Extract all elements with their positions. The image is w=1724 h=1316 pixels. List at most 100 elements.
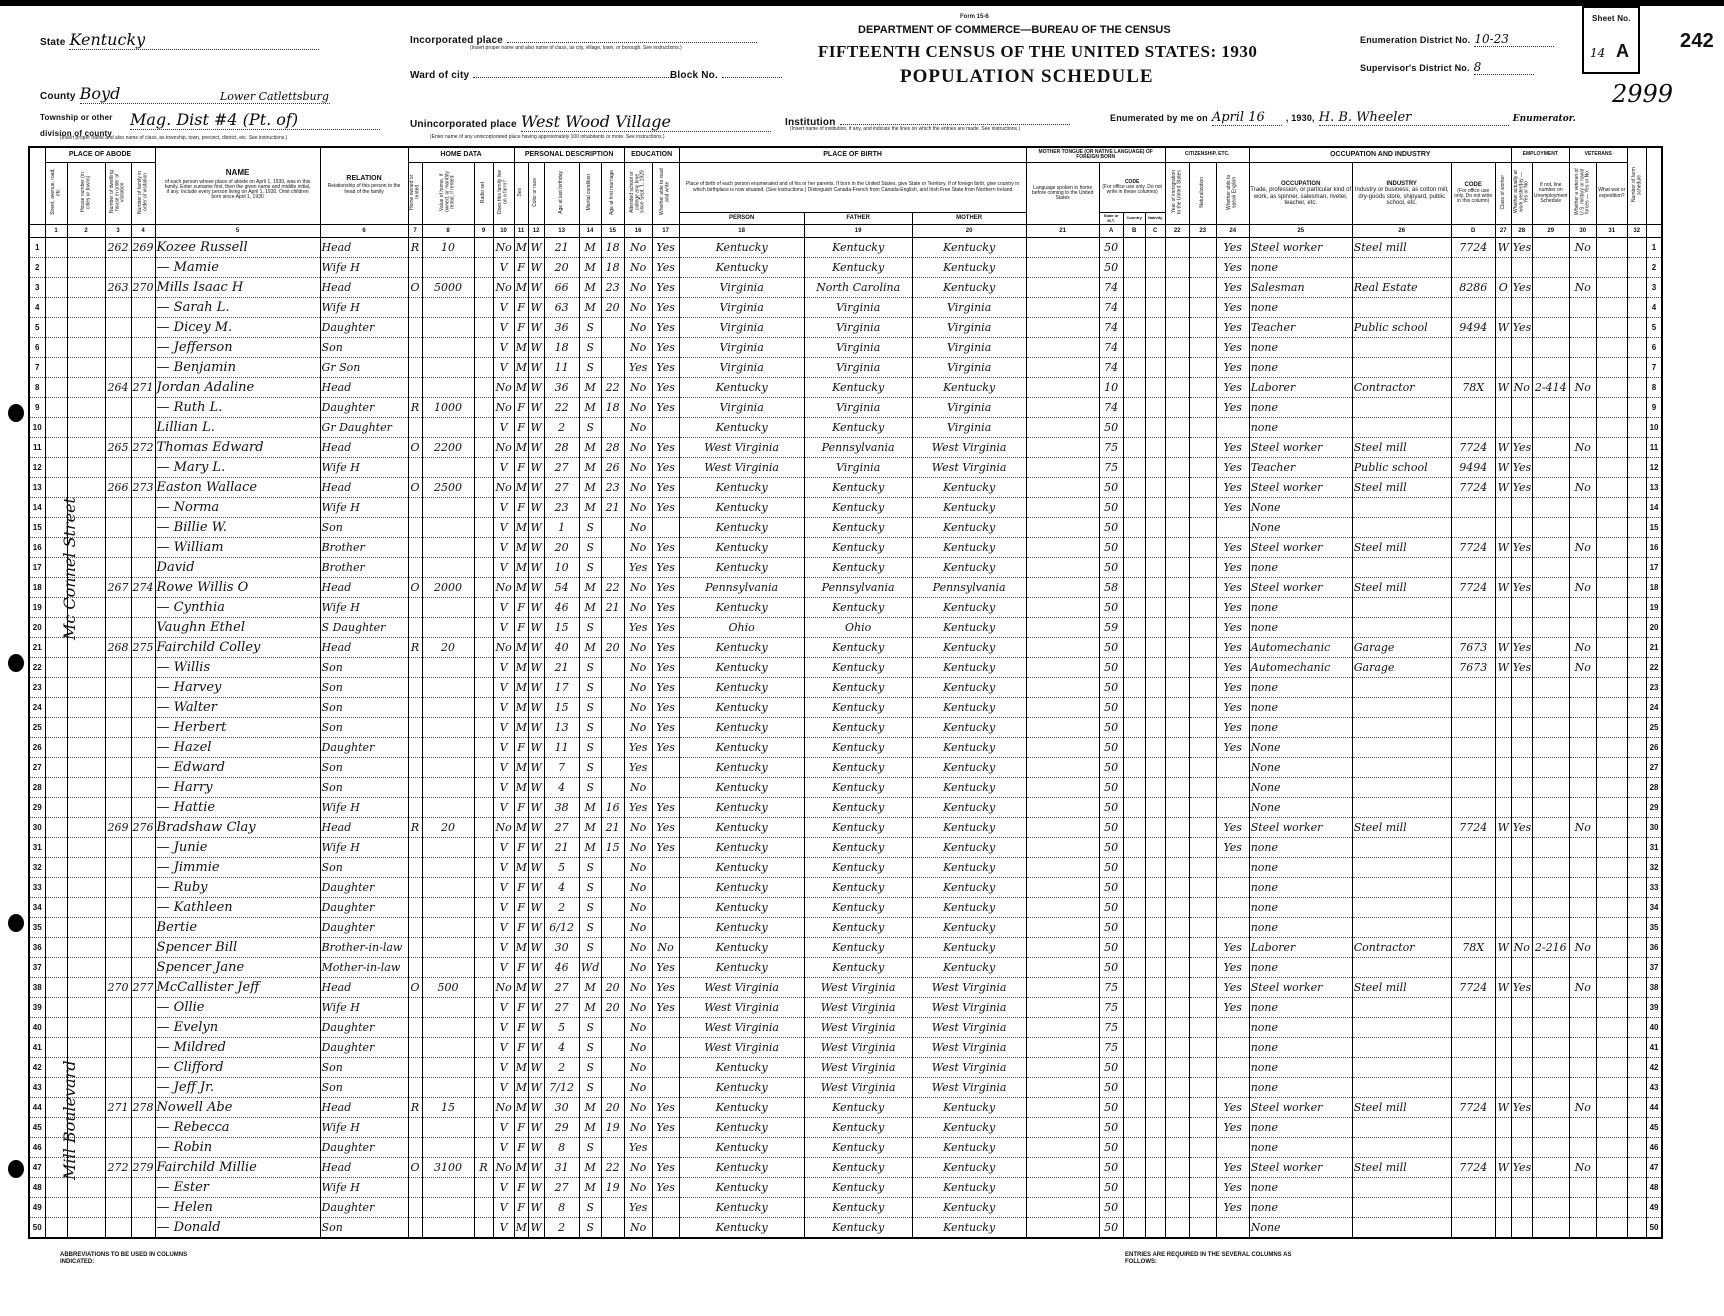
marital-condition-cell: M xyxy=(578,277,602,298)
house-number-cell xyxy=(66,377,106,398)
street-cell xyxy=(44,797,68,818)
immigration-year-cell xyxy=(1164,617,1190,638)
war-cell xyxy=(1595,737,1628,758)
relation-cell: Son xyxy=(319,717,409,738)
speaks-english-cell: Yes xyxy=(1215,977,1250,998)
street-cell xyxy=(44,757,68,778)
radio-set-cell xyxy=(473,717,494,738)
state-value: Kentucky xyxy=(69,30,320,50)
family-number-cell xyxy=(130,1197,156,1218)
table-row: 4— Sarah L. Wife H V F W 63 M 20 No Yes Virginia Vi… xyxy=(28,297,1663,318)
read-write-cell: Yes xyxy=(651,957,680,978)
naturalization-cell xyxy=(1188,637,1217,658)
dwelling-number-cell: 272 xyxy=(104,1157,132,1178)
mother-tongue-cell xyxy=(1025,237,1100,258)
attended-school-cell: No xyxy=(623,417,653,438)
race-cell: W xyxy=(527,817,545,838)
name-cell: — Donald xyxy=(154,1217,321,1239)
home-value-cell xyxy=(421,877,475,898)
sex-cell: F xyxy=(513,1177,529,1198)
sex-cell: M xyxy=(513,757,529,778)
line-number-right-cell: 14 xyxy=(1645,497,1663,518)
code-b-cell xyxy=(1122,737,1146,758)
street-cell xyxy=(44,297,68,318)
read-write-cell xyxy=(651,1017,680,1038)
occupation-code-cell: 78X xyxy=(1450,937,1496,958)
street-cell xyxy=(44,1217,68,1239)
immigration-year-cell xyxy=(1164,477,1190,498)
occupation-cell: none xyxy=(1248,337,1353,358)
radio-set-cell xyxy=(473,317,494,338)
family-number-cell xyxy=(130,597,156,618)
race-cell: W xyxy=(527,237,545,258)
read-write-cell: Yes xyxy=(651,837,680,858)
birthplace-father-cell: Kentucky xyxy=(803,497,913,518)
code-c-cell xyxy=(1144,337,1166,358)
birthplace-mother-cell: Kentucky xyxy=(911,857,1027,878)
relation-cell: Daughter xyxy=(319,317,409,338)
age-cell: 2 xyxy=(543,1217,580,1239)
code-a-cell: 50 xyxy=(1098,1197,1124,1218)
read-write-cell xyxy=(651,777,680,798)
birthplace-mother-cell: West Virginia xyxy=(911,1057,1027,1078)
industry-cell xyxy=(1351,757,1452,778)
house-number-cell xyxy=(66,257,106,278)
class-of-worker-cell: W xyxy=(1494,237,1512,258)
war-cell xyxy=(1595,317,1628,338)
column-number: 32 xyxy=(1626,224,1647,238)
occupation-code-cell xyxy=(1450,957,1496,978)
mother-tongue-cell xyxy=(1025,717,1100,738)
occupation-cell: Steel worker xyxy=(1248,477,1353,498)
class-of-worker-cell: W xyxy=(1494,817,1512,838)
birthplace-father-cell: Kentucky xyxy=(803,697,913,718)
farm-schedule-cell xyxy=(1626,417,1647,438)
birthplace-person-cell: Kentucky xyxy=(678,917,805,938)
at-work-cell: Yes xyxy=(1510,237,1533,258)
line-number-cell: 19 xyxy=(28,597,46,618)
speaks-english-cell xyxy=(1215,1057,1250,1078)
occupation-code-cell: 8286 xyxy=(1450,277,1496,298)
line-number-right-cell: 33 xyxy=(1645,877,1663,898)
code-c-cell xyxy=(1144,477,1166,498)
war-cell xyxy=(1595,757,1628,778)
relation-cell: Wife H xyxy=(319,837,409,858)
farm-cell: V xyxy=(492,617,515,638)
birthplace-mother-cell: Kentucky xyxy=(911,637,1027,658)
at-work-cell: Yes xyxy=(1510,277,1533,298)
name-cell: — Harvey xyxy=(154,677,321,698)
unemployment-line-cell xyxy=(1531,417,1570,438)
radio-set-cell xyxy=(473,277,494,298)
race-cell: W xyxy=(527,277,545,298)
relation-cell: Head xyxy=(319,1157,409,1178)
birthplace-father-cell: Kentucky xyxy=(803,637,913,658)
naturalization-cell xyxy=(1188,737,1217,758)
speaks-english-cell: Yes xyxy=(1215,577,1250,598)
birthplace-person-cell: Kentucky xyxy=(678,817,805,838)
table-row: 30 269 276 Bradshaw Clay Head R 20 No M W 27 M 21 No Y… xyxy=(28,817,1663,838)
race-cell: W xyxy=(527,1197,545,1218)
table-row: 38 270 277 McCallister Jeff Head O 500 No M W 27 M 2… xyxy=(28,977,1663,998)
attended-school-cell: No xyxy=(623,377,653,398)
house-number-cell xyxy=(66,1217,106,1239)
birthplace-mother-cell: Kentucky xyxy=(911,597,1027,618)
age-at-marriage-cell xyxy=(600,1077,625,1098)
home-value-cell xyxy=(421,757,475,778)
code-b-cell xyxy=(1122,297,1146,318)
street-cell xyxy=(44,917,68,938)
home-tenure-cell xyxy=(407,517,423,538)
code-c-cell xyxy=(1144,1057,1166,1078)
schedule-title: POPULATION SCHEDULE xyxy=(900,66,1154,87)
race-cell: W xyxy=(527,337,545,358)
birthplace-mother-cell: Kentucky xyxy=(911,957,1027,978)
occupation-code-cell xyxy=(1450,837,1496,858)
code-c-cell xyxy=(1144,1157,1166,1178)
marital-condition-cell: S xyxy=(578,517,602,538)
radio-set-cell xyxy=(473,997,494,1018)
birthplace-mother-cell: Kentucky xyxy=(911,537,1027,558)
relation-cell: Son xyxy=(319,857,409,878)
employment-col-28: Whether actually at work yesterday — Yes… xyxy=(1510,162,1533,225)
county-field: County Boyd xyxy=(40,84,330,104)
code-b-cell xyxy=(1122,1157,1146,1178)
speaks-english-cell: Yes xyxy=(1215,537,1250,558)
attended-school-cell: No xyxy=(623,977,653,998)
